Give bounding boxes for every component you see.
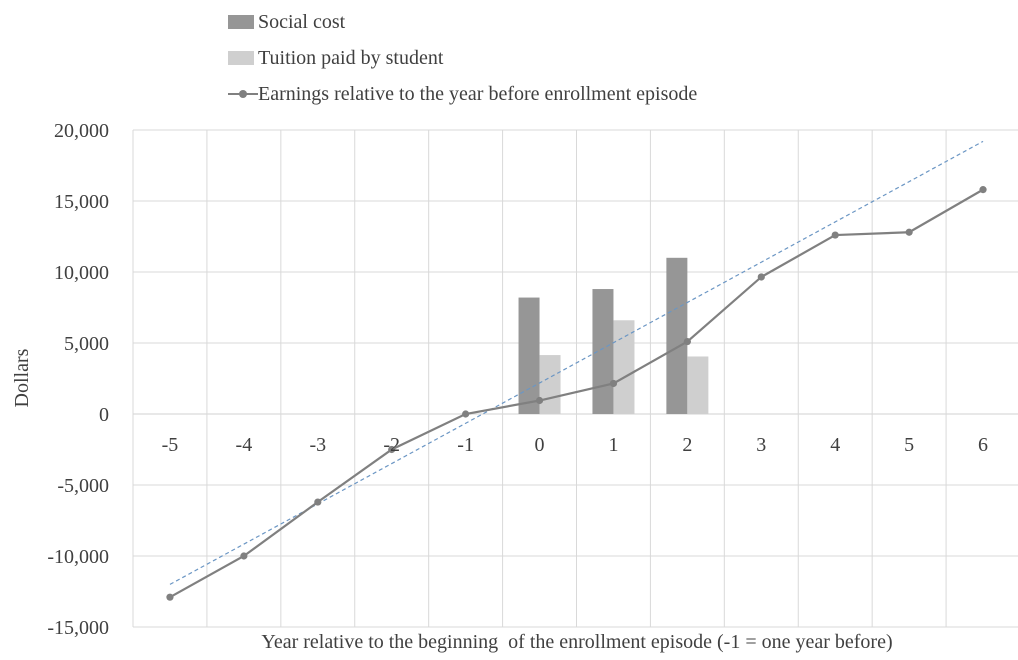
earnings-polyline — [169, 188, 984, 599]
x-tick-label: 2 — [682, 434, 692, 456]
x-tick-label: 4 — [830, 434, 840, 456]
earnings-point — [166, 593, 174, 601]
earnings-point — [905, 228, 913, 236]
bar-social-cost — [518, 297, 540, 414]
legend-swatch-social-cost — [228, 15, 254, 29]
grid — [132, 129, 1018, 628]
y-tick-label: 0 — [99, 404, 109, 426]
earnings-point — [831, 231, 839, 239]
x-tick-label: -2 — [383, 434, 400, 456]
x-tick-label: 5 — [904, 434, 914, 456]
legend-label: Earnings relative to the year before enr… — [258, 82, 698, 105]
x-tick-label: 3 — [756, 434, 766, 456]
earnings-point — [535, 396, 544, 405]
y-tick-label: -5,000 — [57, 475, 109, 497]
x-tick-label: -5 — [162, 434, 179, 456]
legend-item-social-cost: Social cost — [228, 4, 697, 40]
legend-label: Social cost — [258, 10, 346, 33]
legend-item-tuition: Tuition paid by student — [228, 40, 697, 76]
legend-item-earnings: Earnings relative to the year before enr… — [228, 76, 697, 112]
y-tick-label: 10,000 — [54, 262, 109, 284]
earnings-line — [166, 186, 987, 601]
bars — [518, 257, 709, 414]
earnings-point — [240, 552, 248, 560]
x-tick-label: 6 — [978, 434, 988, 456]
y-tick-label: 15,000 — [54, 191, 109, 213]
y-tick-label: -10,000 — [47, 546, 109, 568]
bar-tuition — [613, 320, 635, 414]
legend: Social cost Tuition paid by student Earn… — [228, 4, 697, 112]
y-tick-label: 5,000 — [64, 333, 109, 355]
x-tick-label: 1 — [608, 434, 618, 456]
earnings-point — [683, 337, 691, 346]
x-tick-label: -4 — [236, 434, 253, 456]
y-tick-label: 20,000 — [54, 120, 109, 142]
legend-swatch-earnings — [228, 87, 258, 101]
earnings-point — [388, 445, 396, 454]
bar-social-cost — [592, 289, 614, 414]
x-axis-label: Year relative to the beginning of the en… — [261, 631, 892, 653]
tick-labels: -15,000-10,000-5,00005,00010,00015,00020… — [47, 120, 988, 639]
earnings-point — [314, 498, 322, 506]
earnings-point — [462, 410, 470, 418]
x-tick-label: -1 — [457, 434, 474, 456]
y-tick-label: -15,000 — [47, 617, 109, 639]
x-tick-label: -3 — [309, 434, 326, 456]
earnings-point — [609, 379, 618, 388]
x-tick-label: 0 — [535, 434, 545, 456]
bar-social-cost — [666, 257, 688, 414]
legend-swatch-tuition — [228, 51, 254, 65]
y-axis-label: Dollars — [11, 348, 33, 407]
bar-tuition — [687, 356, 709, 414]
earnings-point — [757, 273, 765, 281]
bar-tuition — [539, 355, 561, 414]
legend-label: Tuition paid by student — [258, 46, 444, 69]
earnings-point — [979, 186, 987, 194]
